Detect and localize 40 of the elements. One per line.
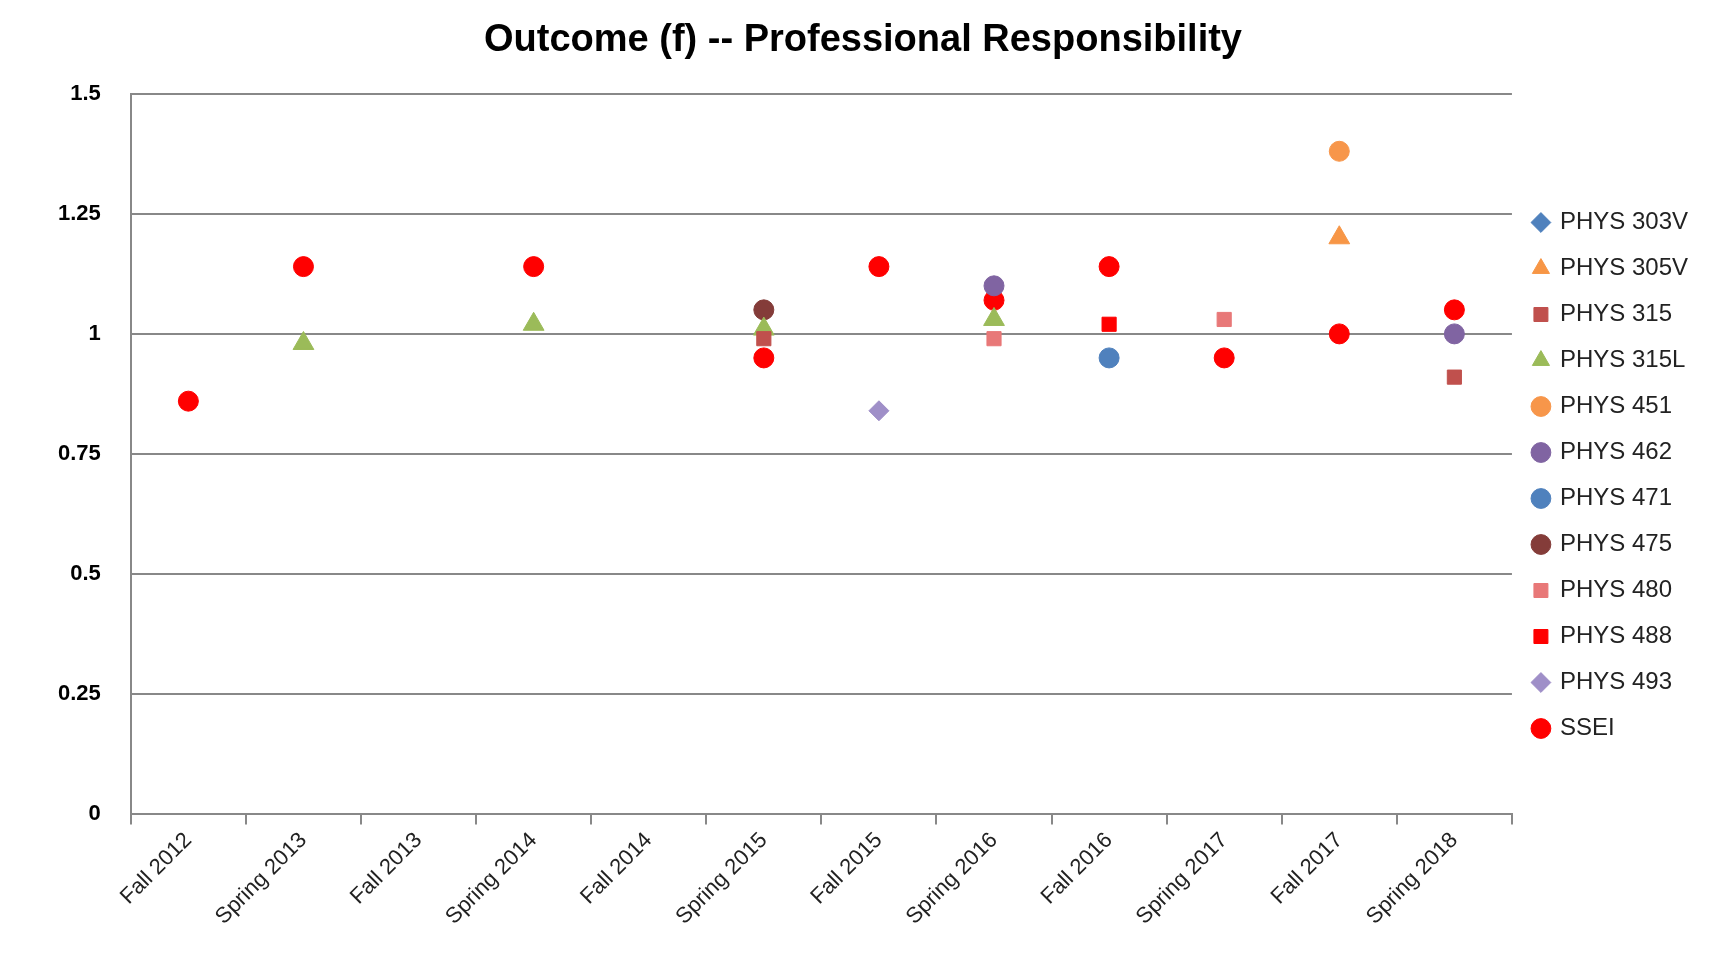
- legend-label: PHYS 471: [1559, 483, 1672, 511]
- y-tick-label: 0.75: [57, 440, 101, 466]
- point: [753, 347, 775, 369]
- y-tick-label: 1.25: [57, 199, 101, 225]
- y-tick-label: 0: [88, 800, 101, 826]
- point: [1213, 347, 1235, 369]
- point: [1443, 323, 1465, 345]
- point: [756, 331, 772, 347]
- point: [983, 275, 1005, 297]
- y-tick-label: 1.5: [70, 79, 101, 105]
- point: [753, 299, 775, 321]
- y-tick-label: 1: [88, 319, 101, 345]
- point: [1328, 323, 1350, 345]
- point: [1216, 311, 1232, 328]
- legend-label: PHYS 475: [1559, 529, 1672, 557]
- legend-label: PHYS 315: [1559, 299, 1672, 327]
- point: [1101, 316, 1117, 332]
- point: [868, 256, 890, 278]
- legend-label: PHYS 451: [1559, 391, 1672, 419]
- chart-title: Outcome (f) -- Professional Responsibility: [484, 17, 1242, 60]
- point: [868, 400, 890, 422]
- legend-label: PHYS 462: [1559, 437, 1672, 465]
- legend-label: PHYS 303V: [1559, 207, 1688, 235]
- legend-label: PHYS 488: [1559, 621, 1672, 649]
- point: [177, 390, 199, 412]
- point: [1443, 299, 1465, 321]
- legend-label: PHYS 493: [1559, 667, 1672, 695]
- legend-label: PHYS 480: [1559, 575, 1672, 603]
- legend-label: PHYS 305V: [1559, 253, 1688, 281]
- point: [523, 256, 545, 278]
- legend-label: SSEI: [1559, 713, 1615, 741]
- point: [1446, 369, 1462, 385]
- legend-label: PHYS 315L: [1559, 345, 1686, 373]
- point: [1328, 140, 1350, 162]
- point: [1098, 256, 1120, 278]
- point: [1098, 347, 1120, 369]
- point: [292, 256, 314, 278]
- point: [986, 331, 1002, 347]
- y-tick-label: 0.25: [57, 680, 101, 706]
- y-tick-label: 0.5: [70, 560, 101, 586]
